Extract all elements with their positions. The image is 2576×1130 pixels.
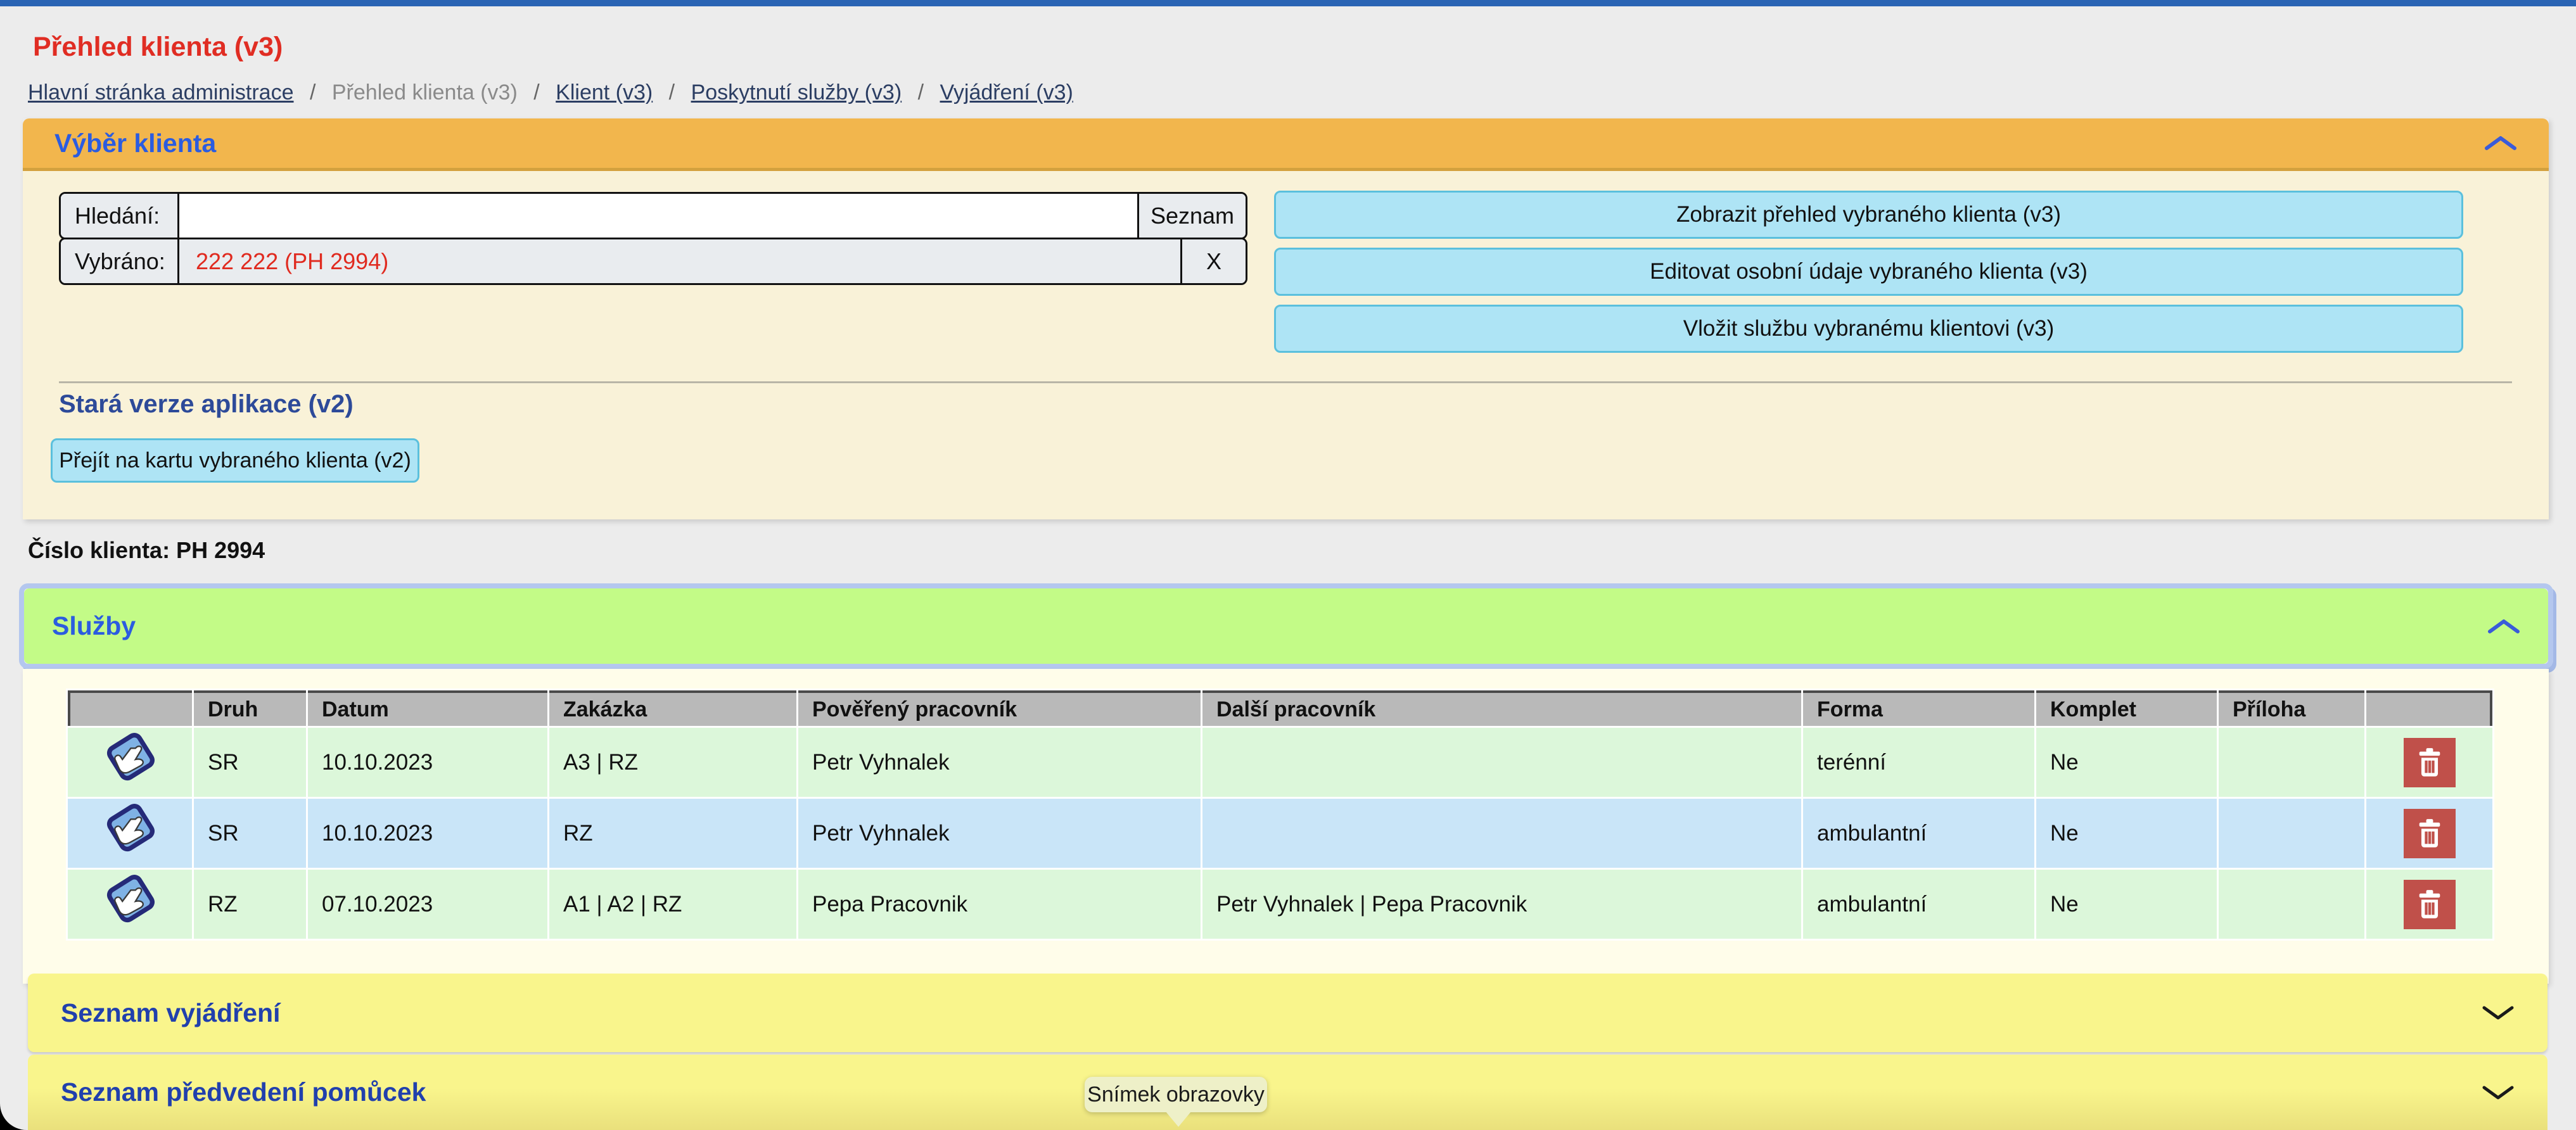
tooltip-label: Snímek obrazovky (1087, 1082, 1265, 1107)
client-actions: Zobrazit přehled vybraného klienta (v3) … (1274, 191, 2463, 353)
breadcrumb-separator: / (309, 80, 316, 105)
cell-datum: 10.10.2023 (308, 799, 547, 868)
breadcrumb-separator: / (668, 80, 675, 105)
chevron-down-icon[interactable] (2482, 1005, 2515, 1020)
clear-selection-button[interactable]: X (1180, 239, 1246, 283)
cell-povereny: Petr Vyhnalek (798, 728, 1201, 797)
breadcrumb-current: Přehled klienta (v3) (331, 80, 518, 105)
services-header[interactable]: Služby (19, 583, 2553, 669)
cell-datum: 10.10.2023 (308, 728, 547, 797)
col-datum: Datum (308, 690, 547, 726)
cell-povereny: Pepa Pracovnik (798, 870, 1201, 939)
section-title: Seznam vyjádření (61, 998, 281, 1027)
search-label: Hledání: (61, 194, 179, 238)
screenshot-tooltip: Snímek obrazovky (1085, 1077, 1267, 1127)
chevron-up-icon[interactable] (2487, 619, 2520, 634)
breadcrumb-separator: / (917, 80, 924, 105)
search-input[interactable] (179, 194, 1137, 238)
service-row: RZ 07.10.2023 A1 | A2 | RZ Pepa Pracovni… (68, 870, 2492, 939)
cell-datum: 07.10.2023 (308, 870, 547, 939)
selected-client-value: 222 222 (PH 2994) (196, 248, 389, 274)
open-record-button[interactable] (99, 870, 160, 933)
client-selection-panel: Výběr klienta Hledání: Seznam Vybráno: 2… (23, 118, 2549, 519)
section-seznam-predvedeni-pomucek[interactable]: Seznam předvedení pomůcek (28, 1055, 2547, 1130)
col-actions (2366, 690, 2492, 726)
divider (59, 381, 2512, 383)
cell-zakazka: A3 | RZ (549, 728, 796, 797)
col-druh: Druh (194, 690, 306, 726)
service-row: SR 10.10.2023 A3 | RZ Petr Vyhnalek teré… (68, 728, 2492, 797)
breadcrumb-link-vyjadreni[interactable]: Vyjádření (v3) (940, 80, 1073, 105)
show-client-overview-button[interactable]: Zobrazit přehled vybraného klienta (v3) (1274, 191, 2463, 239)
delete-service-button[interactable] (2403, 808, 2456, 858)
services-body: Druh Datum Zakázka Pověřený pracovník Da… (23, 669, 2549, 984)
chevron-down-icon[interactable] (2482, 1085, 2515, 1100)
open-record-button[interactable] (99, 799, 160, 862)
go-to-client-card-v2-button[interactable]: Přejít na kartu vybraného klienta (v2) (51, 438, 419, 483)
cell-priloha (2219, 870, 2364, 939)
cell-druh: SR (194, 728, 306, 797)
breadcrumb-link-home[interactable]: Hlavní stránka administrace (28, 80, 294, 105)
delete-service-button[interactable] (2403, 879, 2456, 929)
cell-komplet: Ne (2036, 728, 2217, 797)
record-hand-icon (106, 804, 155, 852)
cell-komplet: Ne (2036, 870, 2217, 939)
selected-label: Vybráno: (61, 239, 179, 283)
cell-povereny: Petr Vyhnalek (798, 799, 1201, 868)
breadcrumb-separator: / (533, 80, 540, 105)
services-panel: Služby Druh Datum (19, 583, 2553, 984)
col-forma: Forma (1803, 690, 2034, 726)
col-icon (68, 690, 192, 726)
cell-priloha (2219, 799, 2364, 868)
record-hand-icon (106, 733, 155, 781)
trash-icon (2419, 818, 2440, 848)
cell-dalsi: Petr Vyhnalek | Pepa Pracovnik (1202, 870, 1801, 939)
cell-zakazka: RZ (549, 799, 796, 868)
open-record-button[interactable] (99, 728, 160, 791)
chevron-up-icon[interactable] (2484, 136, 2517, 151)
record-hand-icon (106, 875, 155, 923)
tooltip-tail (1166, 1112, 1191, 1127)
cell-druh: SR (194, 799, 306, 868)
cell-komplet: Ne (2036, 799, 2217, 868)
cell-zakazka: A1 | A2 | RZ (549, 870, 796, 939)
edit-client-data-button[interactable]: Editovat osobní údaje vybraného klienta … (1274, 248, 2463, 296)
client-selection-header[interactable]: Výběr klienta (23, 118, 2549, 171)
section-seznam-vyjadreni[interactable]: Seznam vyjádření (28, 974, 2547, 1052)
insert-service-button[interactable]: Vložit službu vybranému klientovi (v3) (1274, 305, 2463, 353)
page-title: Přehled klienta (v3) (33, 32, 283, 62)
services-table: Druh Datum Zakázka Pověřený pracovník Da… (66, 689, 2494, 941)
trash-icon (2419, 747, 2440, 777)
trash-icon (2419, 889, 2440, 918)
cell-forma: ambulantní (1803, 870, 2034, 939)
col-komplet: Komplet (2036, 690, 2217, 726)
search-row: Hledání: Seznam (59, 192, 1247, 239)
cell-priloha (2219, 728, 2364, 797)
client-selection-body: Hledání: Seznam Vybráno: 222 222 (PH 299… (23, 171, 2549, 519)
section-title: Seznam předvedení pomůcek (61, 1077, 426, 1107)
table-header-row: Druh Datum Zakázka Pověřený pracovník Da… (68, 690, 2492, 726)
breadcrumb-link-poskytnuti-sluzby[interactable]: Poskytnutí služby (v3) (691, 80, 902, 105)
col-povereny-pracovnik: Pověřený pracovník (798, 690, 1201, 726)
cell-druh: RZ (194, 870, 306, 939)
cell-dalsi (1202, 728, 1801, 797)
top-accent-bar (0, 0, 2576, 6)
cell-forma: terénní (1803, 728, 2034, 797)
selected-row: Vybráno: 222 222 (PH 2994) X (59, 238, 1247, 285)
cell-dalsi (1202, 799, 1801, 868)
delete-service-button[interactable] (2403, 737, 2456, 787)
cell-forma: ambulantní (1803, 799, 2034, 868)
service-row: SR 10.10.2023 RZ Petr Vyhnalek ambulantn… (68, 799, 2492, 868)
old-version-heading: Stará verze aplikace (v2) (59, 390, 354, 418)
client-selection-title: Výběr klienta (54, 128, 217, 158)
seznam-button[interactable]: Seznam (1137, 194, 1246, 238)
col-zakazka: Zakázka (549, 690, 796, 726)
client-number: Číslo klienta: PH 2994 (28, 537, 265, 563)
breadcrumb-link-klient[interactable]: Klient (v3) (556, 80, 653, 105)
services-title: Služby (52, 611, 136, 640)
breadcrumb: Hlavní stránka administrace / Přehled kl… (28, 80, 2576, 105)
col-priloha: Příloha (2219, 690, 2364, 726)
col-dalsi-pracovnik: Další pracovník (1202, 690, 1801, 726)
